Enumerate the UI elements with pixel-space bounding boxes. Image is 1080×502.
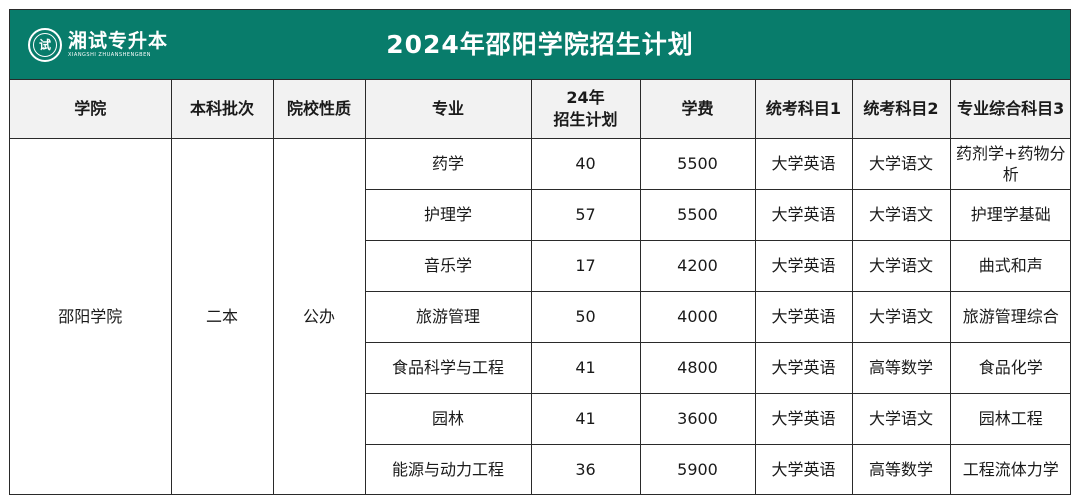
cell-plan: 17 — [530, 239, 641, 292]
header-nature: 院校性质 — [272, 80, 366, 139]
header-subject2: 统考科目2 — [851, 80, 951, 139]
brand-text: 湘试专升本 XIANGSHI ZHUANSHENGBEN — [68, 31, 168, 59]
admission-plan-sheet: 试 湘试专升本 XIANGSHI ZHUANSHENGBEN 2024年邵阳学院… — [9, 9, 1071, 495]
header-plan: 24年 招生计划 — [530, 80, 641, 139]
table-row: 护理学 57 5500 大学英语 大学语文 护理学基础 — [10, 188, 1070, 241]
cell-plan: 41 — [530, 392, 641, 445]
cell-subject1: 大学英语 — [754, 341, 853, 394]
cell-major: 音乐学 — [364, 239, 532, 292]
header-major: 专业 — [364, 80, 532, 139]
header-row: 学院 本科批次 院校性质 专业 24年 招生计划 学费 统考科目1 统考科目2 … — [10, 80, 1070, 139]
header-plan-line2: 招生计划 — [553, 109, 618, 129]
cell-tuition: 5500 — [639, 188, 756, 241]
cell-tuition: 5900 — [639, 443, 756, 494]
table-row: 食品科学与工程 41 4800 大学英语 高等数学 食品化学 — [10, 341, 1070, 394]
cell-subject3: 旅游管理综合 — [949, 290, 1070, 343]
cell-subject2: 大学语文 — [851, 290, 951, 343]
cell-subject1: 大学英语 — [754, 137, 853, 190]
cell-plan: 40 — [530, 137, 641, 190]
cell-plan: 41 — [530, 341, 641, 394]
brand-name: 湘试专升本 — [68, 30, 169, 52]
cell-major: 食品科学与工程 — [364, 341, 532, 394]
cell-subject3: 食品化学 — [949, 341, 1070, 394]
cell-subject3: 工程流体力学 — [949, 443, 1070, 494]
cell-subject2: 高等数学 — [851, 341, 951, 394]
table-row: 旅游管理 50 4000 大学英语 大学语文 旅游管理综合 — [10, 290, 1070, 343]
cell-tuition: 5500 — [639, 137, 756, 190]
cell-subject3: 园林工程 — [949, 392, 1070, 445]
cell-subject2: 大学语文 — [851, 188, 951, 241]
cell-subject1: 大学英语 — [754, 239, 853, 292]
cell-nature: 公办 — [272, 137, 366, 494]
cell-subject1: 大学英语 — [754, 443, 853, 494]
table-row: 能源与动力工程 36 5900 大学英语 高等数学 工程流体力学 — [10, 443, 1070, 494]
cell-subject2: 大学语文 — [851, 137, 951, 190]
cell-subject2: 大学语文 — [851, 392, 951, 445]
brand-logo: 试 湘试专升本 XIANGSHI ZHUANSHENGBEN — [28, 20, 168, 70]
cell-major: 药学 — [364, 137, 532, 190]
cell-tuition: 4800 — [639, 341, 756, 394]
table-row: 邵阳学院 二本 公办 药学 40 5500 大学英语 大学语文 药剂学+药物分析 — [10, 137, 1070, 494]
cell-subject3: 护理学基础 — [949, 188, 1070, 241]
cell-major: 护理学 — [364, 188, 532, 241]
cell-subject3: 曲式和声 — [949, 239, 1070, 292]
admission-plan-table: 学院 本科批次 院校性质 专业 24年 招生计划 学费 统考科目1 统考科目2 … — [10, 80, 1070, 494]
header-plan-line1: 24年 — [566, 87, 605, 107]
cell-tuition: 3600 — [639, 392, 756, 445]
header-subject1: 统考科目1 — [754, 80, 853, 139]
cell-batch: 二本 — [170, 137, 274, 494]
cell-subject1: 大学英语 — [754, 392, 853, 445]
brand-subtitle: XIANGSHI ZHUANSHENGBEN — [68, 52, 151, 58]
cell-tuition: 4200 — [639, 239, 756, 292]
title-banner: 试 湘试专升本 XIANGSHI ZHUANSHENGBEN 2024年邵阳学院… — [10, 10, 1070, 80]
cell-plan: 36 — [530, 443, 641, 494]
table-row: 音乐学 17 4200 大学英语 大学语文 曲式和声 — [10, 239, 1070, 292]
cell-subject1: 大学英语 — [754, 290, 853, 343]
cell-plan: 57 — [530, 188, 641, 241]
cell-subject2: 大学语文 — [851, 239, 951, 292]
cell-major: 能源与动力工程 — [364, 443, 532, 494]
seal-icon: 试 — [28, 28, 62, 62]
header-subject3: 专业综合科目3 — [949, 80, 1070, 139]
header-college: 学院 — [10, 80, 172, 139]
header-batch: 本科批次 — [170, 80, 274, 139]
cell-plan: 50 — [530, 290, 641, 343]
cell-major: 园林 — [364, 392, 532, 445]
table-row: 园林 41 3600 大学英语 大学语文 园林工程 — [10, 392, 1070, 445]
cell-major: 旅游管理 — [364, 290, 532, 343]
header-tuition: 学费 — [639, 80, 756, 139]
seal-char: 试 — [33, 33, 57, 57]
cell-subject3: 药剂学+药物分析 — [949, 137, 1070, 190]
cell-tuition: 4000 — [639, 290, 756, 343]
page-title: 2024年邵阳学院招生计划 — [386, 30, 694, 59]
cell-college: 邵阳学院 — [10, 137, 172, 494]
cell-subject2: 高等数学 — [851, 443, 951, 494]
cell-subject1: 大学英语 — [754, 188, 853, 241]
